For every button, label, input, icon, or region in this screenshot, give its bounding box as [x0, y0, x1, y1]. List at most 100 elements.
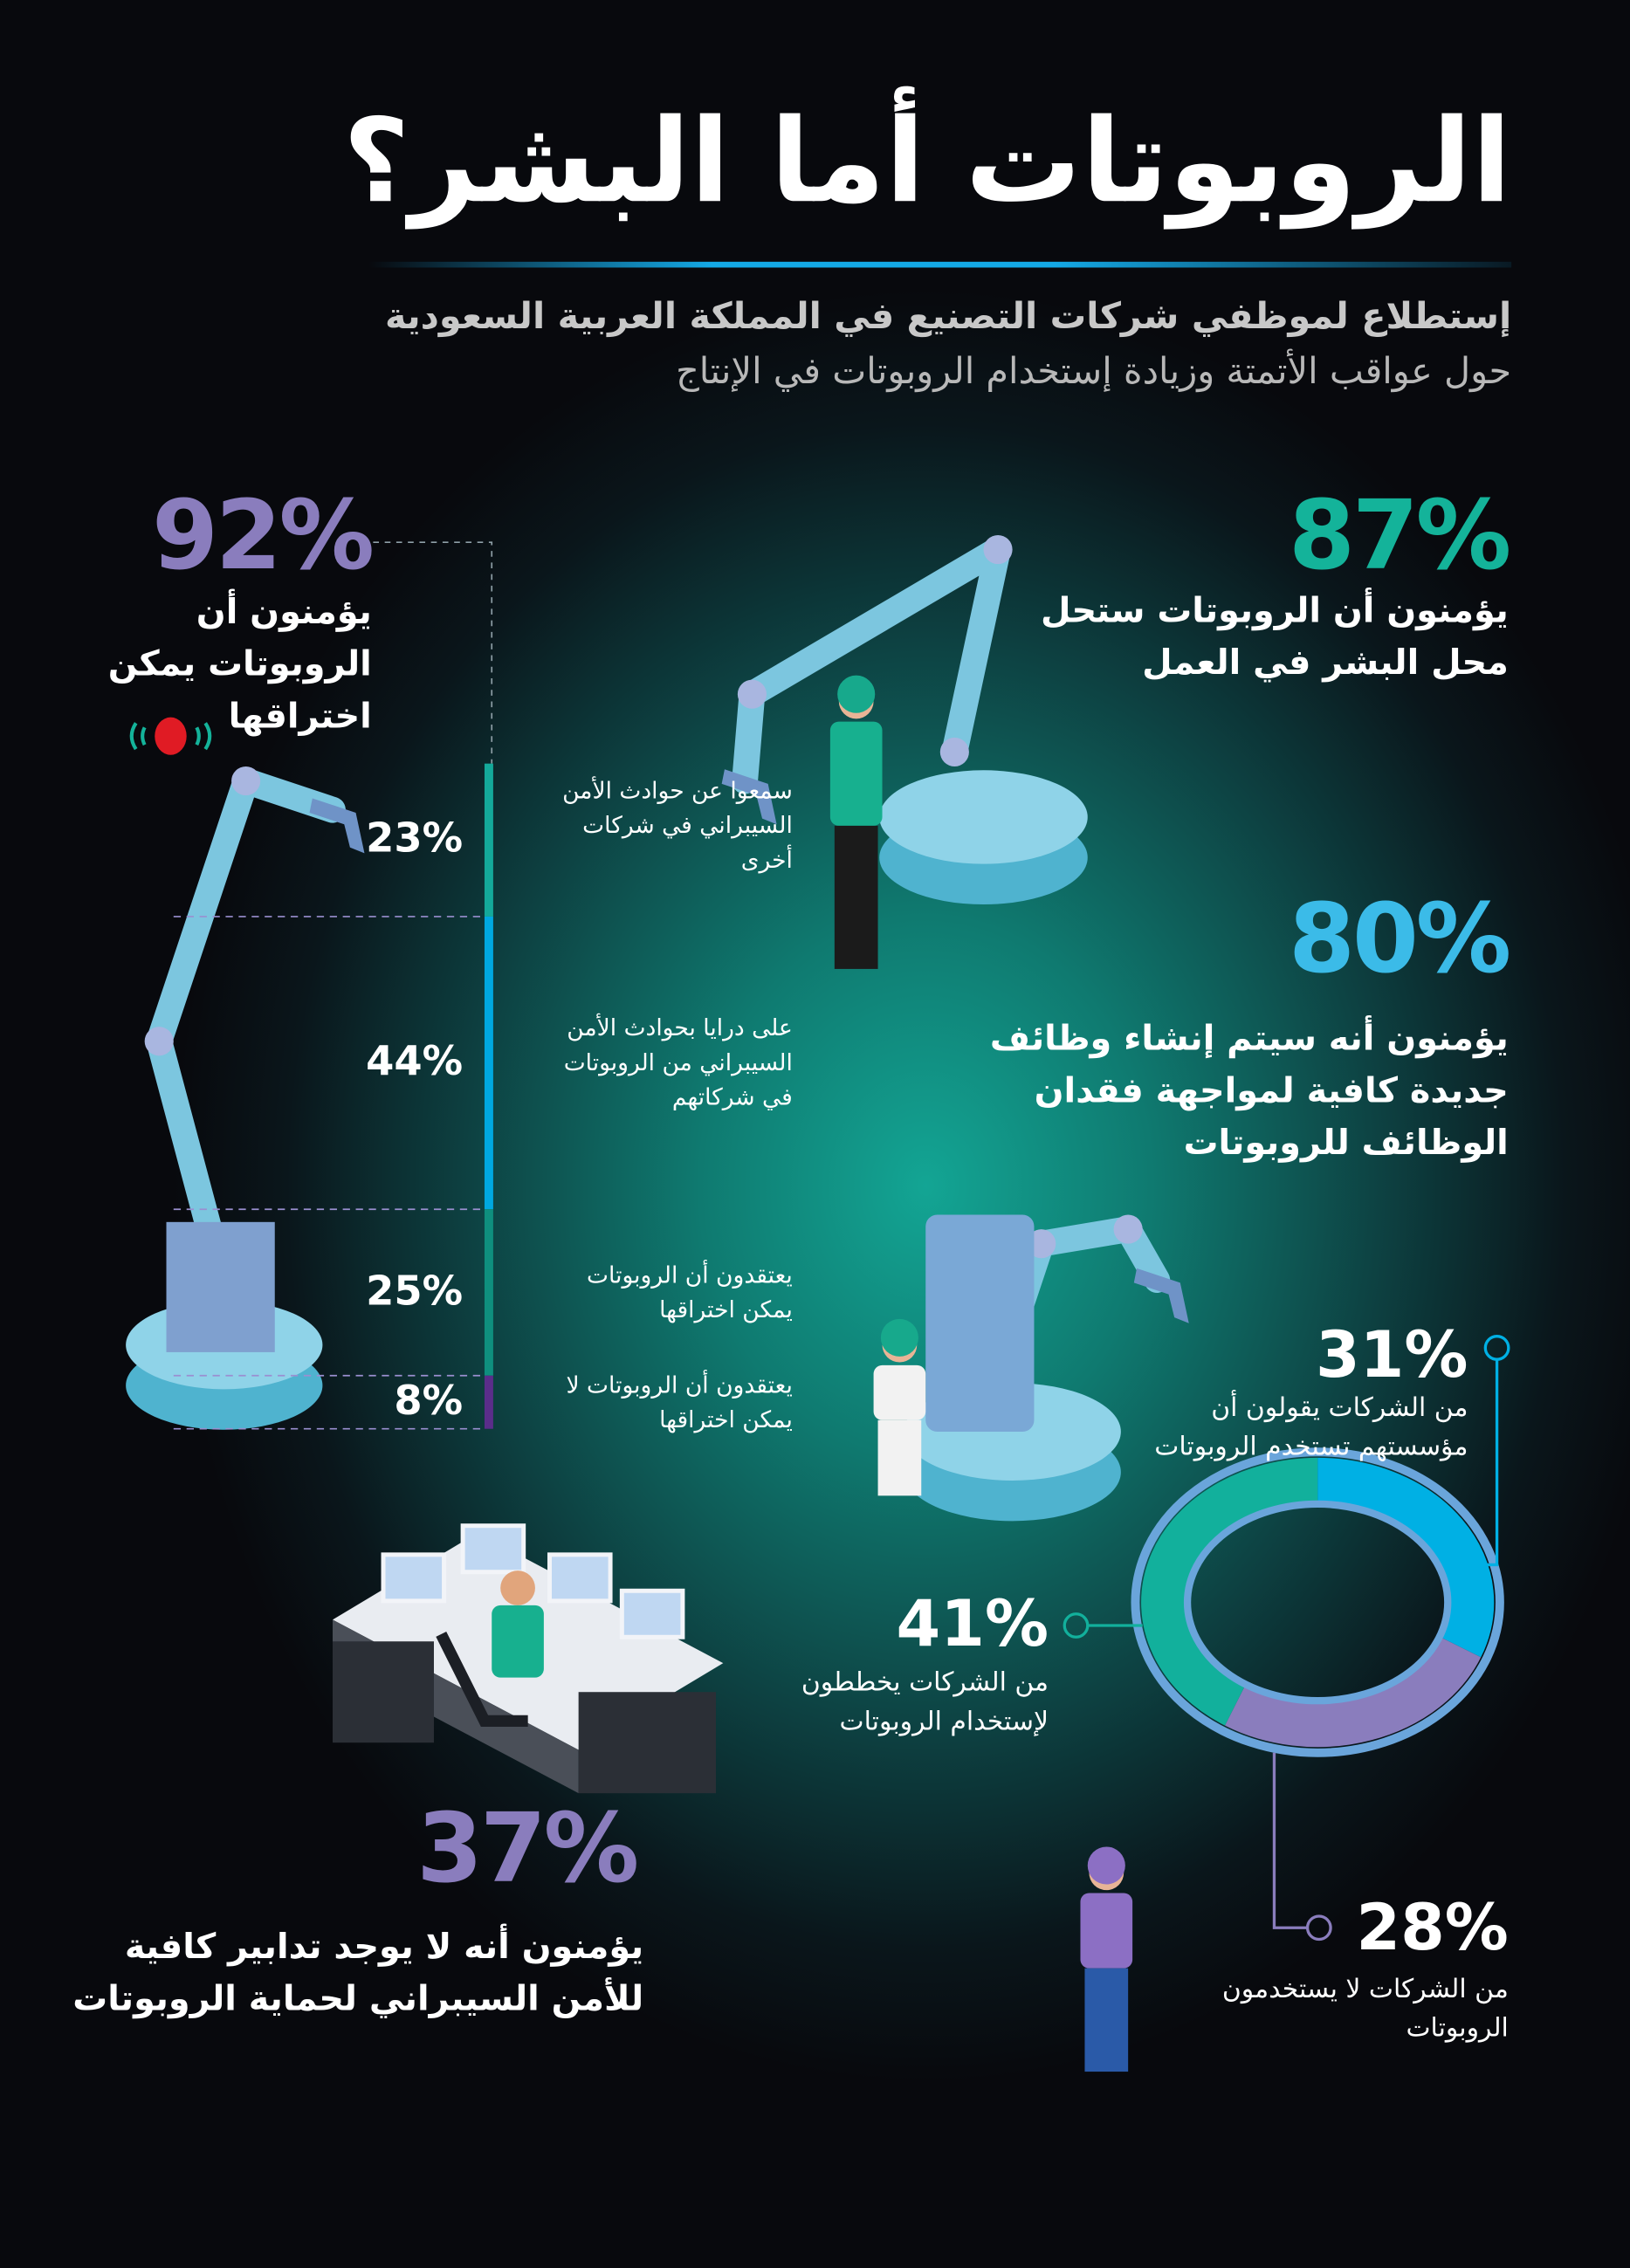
donut-uses-text: من الشركات يقولون أن مؤسستهم تستخدم الرو…: [1154, 1388, 1468, 1466]
stat-no-measures-value: 37%: [416, 1793, 639, 1905]
text-line: الروبوتات: [1406, 2012, 1509, 2044]
bar-segment: [484, 916, 493, 1210]
connector-dashed: [373, 541, 493, 764]
title-divider: [368, 261, 1512, 268]
person-torso: [873, 1364, 926, 1420]
robot-joint: [737, 679, 767, 709]
robot-joint: [231, 766, 261, 796]
donut-not-use-value: 28%: [1356, 1891, 1509, 1966]
subtitle-line1: إستطلاع لموظفي شركات التصنيع في المملكة …: [384, 294, 1512, 337]
bar-value-label: 25%: [366, 1266, 464, 1315]
text-line: يؤمنون أنه لا يوجد تدابير كافية: [124, 1926, 644, 1967]
robot-mount: [166, 1221, 275, 1352]
robot-joint: [1113, 1214, 1143, 1244]
connector-not-use: [1272, 1752, 1308, 1929]
robot-arm-segment: [146, 767, 259, 1055]
helmet: [880, 1318, 918, 1357]
text-line: اختراقها: [228, 695, 372, 737]
text-line: لإستخدام الروبوتات: [839, 1706, 1049, 1737]
robot-arm-segment: [941, 536, 1011, 766]
stat-new-jobs-text: يؤمنون أنه سيتم إنشاء وظائف جديدة كافية …: [990, 1013, 1509, 1169]
stat-new-jobs-value: 80%: [1289, 883, 1511, 995]
bar-value-label: 44%: [366, 1036, 464, 1085]
donut-outer-rim: [1131, 1447, 1504, 1757]
connector-uses: [1450, 1359, 1499, 1567]
connector-dot: [1305, 1914, 1332, 1942]
text-line: يعتقدون أن الروبوتات: [587, 1261, 793, 1289]
robot-column: [925, 1214, 1035, 1433]
bar-segment: [484, 1209, 493, 1376]
text-line: الروبوتات يمكن: [107, 643, 372, 684]
donut-plans-value: 41%: [896, 1587, 1049, 1662]
person-torso: [1080, 1893, 1133, 1969]
person-legs: [1084, 1968, 1129, 2072]
helmet: [837, 675, 876, 713]
text-line: يمكن اختراقها: [659, 1295, 793, 1323]
stat-hackable-value: 92%: [151, 479, 375, 592]
monitor: [460, 1523, 526, 1575]
monitor: [547, 1552, 613, 1604]
text-line: سمعوا عن حوادث الأمن: [562, 776, 793, 804]
text-line: من الشركات لا يستخدمون: [1221, 1974, 1509, 2005]
robot-arm-segment: [739, 536, 1011, 708]
text-line: للأمن السيبراني لحماية الروبوتات: [72, 1978, 644, 2019]
donut-segment: [1141, 1457, 1318, 1726]
connector-dot: [1063, 1612, 1090, 1639]
bar-value-label: 8%: [394, 1376, 464, 1425]
text-line: يؤمنون أن: [196, 591, 372, 632]
connector-dot: [1483, 1335, 1510, 1361]
text-line: من الشركات يقولون أن: [1211, 1392, 1468, 1424]
bar-segment: [484, 1375, 493, 1429]
person-legs: [834, 825, 878, 969]
donut-inner-rim: [1183, 1500, 1452, 1705]
text-line: على درايا بحوادث الأمن: [567, 1014, 793, 1041]
robot-gripper: [309, 798, 365, 854]
desk-drawer: [333, 1641, 434, 1743]
donut-segment: [1317, 1457, 1495, 1658]
person-legs: [877, 1419, 922, 1496]
robot-joint: [983, 534, 1013, 565]
person-torso: [492, 1605, 544, 1678]
robot-joint: [144, 1027, 174, 1056]
stat-replace-text: يؤمنون أن الروبوتات ستحل محل البشر في ال…: [1041, 584, 1509, 688]
robot-joint: [939, 737, 969, 766]
text-line: السيبراني في شركات: [582, 811, 793, 839]
stat-hackable-text: يؤمنون أن الروبوتات يمكن اختراقها: [108, 586, 372, 742]
text-line: يعتقدون أن الروبوتات لا: [566, 1370, 793, 1399]
donut-segment: [1225, 1637, 1482, 1748]
signal-waves-icon: [129, 722, 212, 751]
illustration-layer: [126, 534, 1189, 2072]
text-line: يؤمنون أنه سيتم إنشاء وظائف: [989, 1018, 1509, 1059]
text-line: محل البشر في العمل: [1142, 642, 1509, 683]
bar-category-label: على درايا بحوادث الأمن السيبراني من الروب…: [564, 1011, 793, 1115]
donut-not-use-text: من الشركات لا يستخدمون الروبوتات: [1222, 1969, 1509, 2047]
bar-segment: [484, 763, 493, 917]
subtitle-line2: حول عواقب الأتمتة وزيادة إستخدام الروبوت…: [676, 349, 1512, 392]
desk-drawer: [578, 1692, 717, 1794]
bar-category-label: يعتقدون أن الروبوتات يمكن اختراقها: [587, 1258, 793, 1328]
text-line: السيبراني من الروبوتات: [563, 1048, 793, 1076]
bug-icon: [155, 717, 187, 755]
text-line: الوظائف للروبوتات: [1183, 1122, 1509, 1163]
monitor: [381, 1552, 447, 1604]
stat-replace-value: 87%: [1289, 479, 1511, 592]
robot-base-top: [879, 770, 1088, 864]
person-torso: [829, 721, 883, 826]
donut-plans-text: من الشركات يخططون لإستخدام الروبوتات: [801, 1663, 1049, 1741]
bar-category-label: يعتقدون أن الروبوتات لا يمكن اختراقها: [567, 1367, 793, 1437]
person-head: [500, 1570, 535, 1605]
text-line: يؤمنون أن الروبوتات ستحل: [1041, 589, 1509, 631]
stat-no-measures-text: يؤمنون أنه لا يوجد تدابير كافية للأمن ال…: [72, 1921, 643, 2024]
robot-arm-segment: [732, 681, 766, 794]
robot-arm-segment: [1028, 1216, 1142, 1257]
text-line: من الشركات يخططون: [801, 1667, 1049, 1698]
bar-category-label: سمعوا عن حوادث الأمن السيبراني في شركات أخ…: [562, 773, 793, 877]
robot-gripper: [721, 769, 777, 825]
text-line: مؤسستهم تستخدم الروبوتات: [1154, 1432, 1468, 1462]
text-line: يمكن اختراقها: [659, 1405, 793, 1433]
office-chair: [436, 1631, 528, 1727]
text-line: أخرى: [740, 845, 793, 874]
monitor: [619, 1588, 685, 1639]
